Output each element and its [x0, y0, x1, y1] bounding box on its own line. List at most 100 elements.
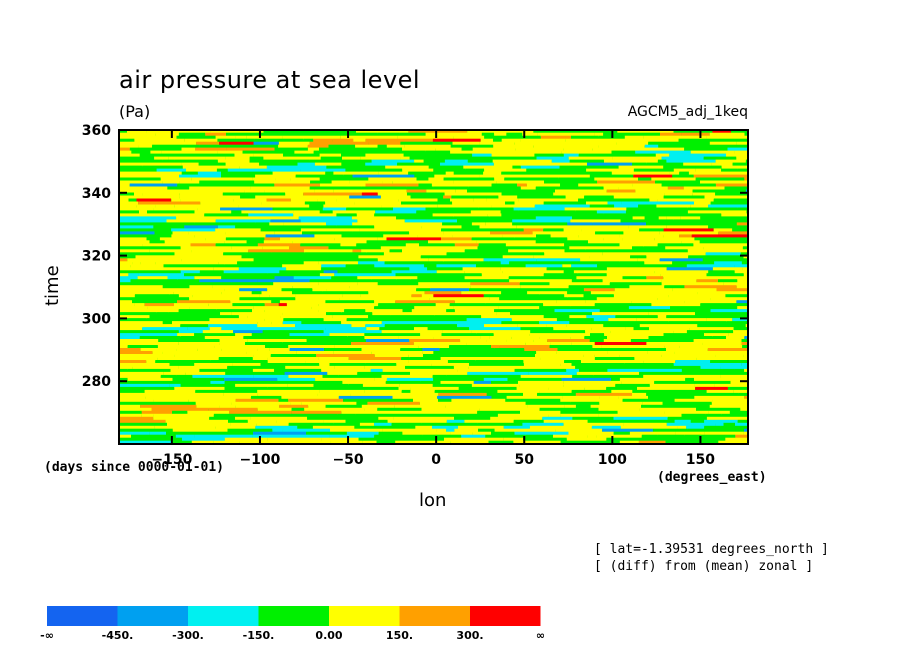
heatmap-cell	[455, 189, 468, 194]
heatmap-cell	[441, 333, 477, 337]
heatmap-cell	[433, 186, 469, 191]
heatmap-cell	[566, 368, 580, 373]
heatmap-cell	[265, 285, 293, 289]
heatmap-cell	[558, 177, 595, 182]
heatmap-cell	[639, 371, 693, 376]
heatmap-cell	[539, 294, 565, 298]
heatmap-cell	[251, 255, 312, 260]
heatmap-cell	[119, 132, 156, 137]
heatmap-cell	[721, 168, 738, 173]
heatmap-cell	[119, 431, 150, 436]
heatmap-cell	[594, 357, 635, 361]
heatmap-cell	[162, 351, 213, 355]
heatmap-cell	[619, 440, 639, 445]
heatmap-cell	[676, 377, 686, 382]
heatmap-cell	[257, 204, 310, 209]
heatmap-cell	[409, 357, 441, 361]
heatmap-cell	[235, 225, 264, 230]
heatmap-cell	[119, 357, 158, 361]
heatmap-cell	[224, 321, 258, 325]
heatmap-cell	[279, 270, 324, 275]
heatmap-cell	[657, 434, 685, 439]
heatmap-cell	[352, 351, 372, 355]
heatmap-cell	[518, 380, 564, 385]
heatmap-cell	[420, 333, 442, 337]
heatmap-cell	[471, 386, 517, 391]
heatmap-cell	[446, 374, 481, 379]
heatmap-cell	[223, 252, 272, 257]
heatmap-cell	[523, 288, 584, 292]
heatmap-cell	[163, 222, 195, 227]
colorbar-swatch	[47, 606, 118, 626]
heatmap-cell	[255, 222, 270, 227]
heatmap-cell	[496, 180, 514, 185]
heatmap-cell	[119, 371, 164, 376]
heatmap-cell	[171, 228, 216, 233]
heatmap-cell	[486, 392, 524, 397]
heatmap-cell	[544, 401, 571, 406]
heatmap-cell	[223, 273, 268, 277]
heatmap-cell	[254, 180, 311, 185]
heatmap-cell	[374, 377, 387, 382]
heatmap-cell	[585, 422, 624, 427]
heatmap-cell	[598, 407, 640, 412]
heatmap-cell	[208, 407, 258, 412]
heatmap-cell	[171, 440, 192, 445]
heatmap-cell	[658, 216, 667, 221]
heatmap-cell	[235, 398, 279, 403]
heatmap-cell	[119, 404, 141, 409]
heatmap-cell	[410, 386, 459, 391]
heatmap-cell	[235, 333, 252, 337]
heatmap-cell	[221, 174, 256, 179]
heatmap-cell	[119, 389, 145, 394]
heatmap-cell	[508, 276, 541, 280]
heatmap-cell	[737, 306, 748, 310]
heatmap-cell	[477, 410, 520, 415]
heatmap-cell	[133, 282, 185, 286]
heatmap-cell	[483, 252, 545, 257]
heatmap-cell	[263, 129, 311, 134]
heatmap-cell	[523, 360, 565, 364]
heatmap-cell	[278, 141, 310, 146]
heatmap-cell	[520, 165, 560, 170]
heatmap-cell	[252, 368, 275, 373]
heatmap-cell	[196, 255, 242, 260]
heatmap-cell	[712, 267, 743, 272]
dataset-label: AGCM5_adj_1keq	[627, 104, 748, 120]
heatmap-cell	[710, 201, 748, 206]
heatmap-cell	[446, 419, 465, 424]
heatmap-cell	[537, 132, 595, 137]
heatmap-cell	[520, 186, 536, 191]
heatmap-cell	[734, 150, 748, 155]
heatmap-cell	[679, 345, 743, 349]
heatmap-cell	[231, 282, 274, 286]
heatmap-cell	[161, 150, 217, 155]
heatmap-cell	[480, 138, 494, 143]
heatmap-cell	[659, 231, 683, 236]
heatmap-cell	[357, 219, 405, 224]
heatmap-cell	[119, 398, 154, 403]
heatmap-cell	[336, 213, 357, 218]
heatmap-cell	[282, 321, 302, 325]
heatmap-cell	[358, 255, 421, 260]
heatmap-cell	[570, 401, 600, 406]
heatmap-cell	[191, 249, 249, 254]
heatmap-cell	[147, 210, 195, 215]
heatmap-cell	[666, 225, 709, 230]
heatmap-cell	[440, 162, 494, 167]
heatmap-cell	[497, 413, 549, 418]
heatmap-cell	[617, 410, 665, 415]
heatmap-cell	[372, 312, 435, 316]
heatmap-cell	[506, 150, 562, 155]
heatmap-cell	[416, 210, 471, 215]
heatmap-cell	[223, 270, 280, 275]
heatmap-cell	[467, 297, 490, 301]
heatmap-cell	[323, 270, 338, 275]
heatmap-cell	[565, 195, 585, 200]
heatmap-cell	[680, 216, 701, 221]
heatmap-cell	[300, 386, 347, 391]
heatmap-cell	[281, 132, 318, 137]
heatmap-cell	[706, 231, 719, 236]
heatmap-cell	[712, 258, 744, 263]
heatmap-cell	[119, 324, 181, 328]
